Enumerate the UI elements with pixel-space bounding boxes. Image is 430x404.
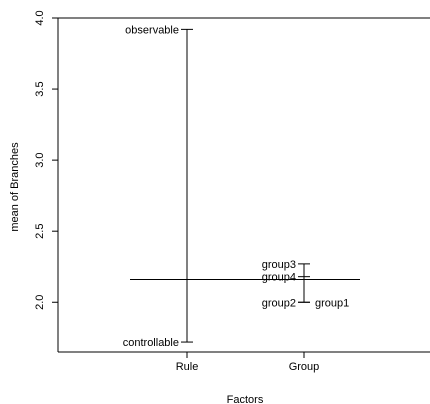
axes: 2.0 2.5 3.0 3.5 4.0 Rule Group (34, 10, 430, 373)
y-tick-label: 2.0 (34, 295, 46, 310)
y-axis-title: mean of Branches (9, 142, 21, 232)
y-tick-label: 3.5 (34, 81, 46, 96)
level-label: group3 (262, 259, 296, 271)
level-label: group4 (262, 272, 296, 284)
level-label: group2 (262, 297, 296, 309)
level-label: group1 (315, 297, 349, 309)
level-label: controllable (123, 337, 179, 349)
y-tick-label: 3.0 (34, 152, 46, 167)
level-label: observable (125, 24, 179, 36)
x-tick-label: Group (289, 361, 320, 373)
x-tick-label: Rule (176, 361, 199, 373)
y-tick-label: 2.5 (34, 224, 46, 239)
y-tick-label: 4.0 (34, 10, 46, 25)
x-axis-title: Factors (227, 394, 264, 404)
